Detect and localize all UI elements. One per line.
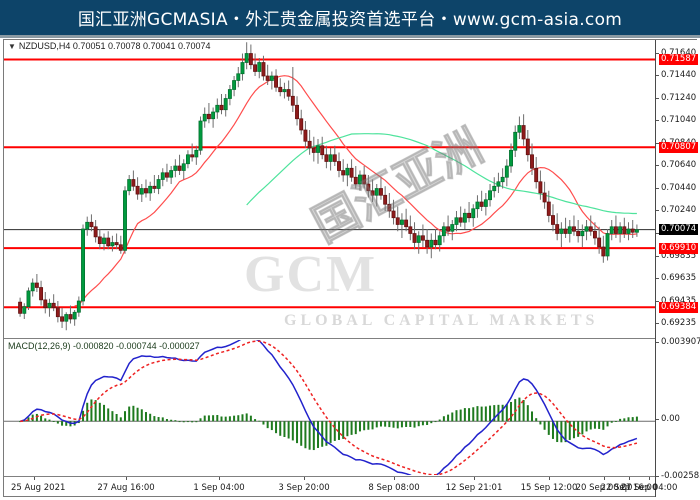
time-tick xyxy=(126,477,127,480)
time-tick xyxy=(629,477,630,480)
banner-title: 国汇亚洲GCMASIA・外汇贵金属投资首选平台・www.gcm-asia.com xyxy=(77,10,623,30)
macd-label: MACD(12,26,9) -0.000820 -0.000744 -0.000… xyxy=(8,341,200,351)
time-tick xyxy=(649,477,650,480)
time-label: 20 Sep 00:00 xyxy=(575,483,633,493)
price-pane[interactable]: 国汇亚洲 GCM GLOBAL CAPITAL MARKETS ▼ NZDUSD,… xyxy=(4,40,655,337)
chevron-down-icon[interactable]: ▼ xyxy=(8,42,16,52)
price-axis[interactable]: 0.716400.714400.712400.710400.708400.706… xyxy=(656,40,700,497)
time-tick xyxy=(219,477,220,480)
time-tick xyxy=(34,477,35,480)
price-tag-red: 0.69910 xyxy=(659,242,699,254)
price-tag-black: 0.70074 xyxy=(659,224,699,236)
banner-divider xyxy=(0,35,700,38)
price-tag-red: 0.70807 xyxy=(659,141,699,153)
macd-plot xyxy=(4,340,655,475)
site-banner: 国汇亚洲GCMASIA・外汇贵金属投资首选平台・www.gcm-asia.com xyxy=(0,0,700,35)
chart-frame: 国汇亚洲 GCM GLOBAL CAPITAL MARKETS ▼ NZDUSD,… xyxy=(3,39,700,497)
time-axis[interactable]: 25 Aug 2021 27 Aug 16:00 1 Sep 04:00 3 Sep … xyxy=(4,477,677,497)
time-label: 8 Sep 08:00 xyxy=(368,483,420,493)
time-label: 1 Sep 04:00 xyxy=(193,483,245,493)
time-tick xyxy=(604,477,605,480)
price-tag-red: 0.69384 xyxy=(659,301,699,313)
macd-pane[interactable]: MACD(12,26,9) -0.000820 -0.000744 -0.000… xyxy=(4,340,655,475)
symbol-text: NZDUSD,H4 0.70051 0.70078 0.70041 0.7007… xyxy=(18,41,211,51)
time-tick xyxy=(474,477,475,480)
time-axis-divider xyxy=(4,476,655,477)
price-tag-red: 0.71587 xyxy=(659,53,699,65)
pane-divider xyxy=(4,338,655,339)
time-label: 25 Aug 2021 xyxy=(10,483,66,493)
time-tick xyxy=(549,477,550,480)
time-label: 12 Sep 21:01 xyxy=(445,483,503,493)
time-tick xyxy=(304,477,305,480)
time-label: 22 Sep 16:00 xyxy=(600,483,658,493)
symbol-label: ▼ NZDUSD,H4 0.70051 0.70078 0.70041 0.700… xyxy=(8,41,211,51)
time-label: 27 Sep 04:00 xyxy=(620,483,678,493)
price-plot xyxy=(4,42,655,331)
time-tick xyxy=(394,477,395,480)
time-label: 15 Sep 12:00 xyxy=(520,483,578,493)
time-label: 3 Sep 20:00 xyxy=(278,483,330,493)
price-axis-divider xyxy=(655,40,656,497)
time-label: 27 Aug 16:00 xyxy=(97,483,155,493)
